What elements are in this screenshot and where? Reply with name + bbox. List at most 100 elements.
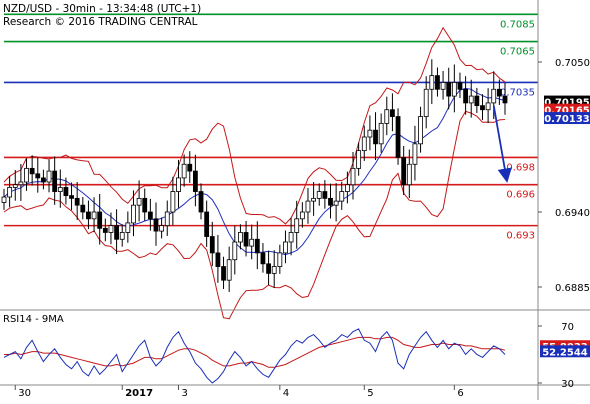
candle-body [29,167,35,175]
candle-body [249,238,255,247]
candle-body [451,82,457,97]
candle-body [108,225,114,233]
candle-body [435,75,440,90]
candle-body [502,95,508,104]
candle-body [457,82,463,90]
candle-body [480,105,485,111]
candle-body [119,232,125,240]
candle-body [41,177,46,183]
candle-body [114,225,119,240]
candle-body [7,187,13,198]
level-label-support-3: 0.693 [506,231,535,242]
price-tag-bg-blue [544,112,590,125]
candle-body [80,204,86,213]
candle-body [164,211,170,227]
candle-body [350,167,356,186]
candle-body [204,211,210,237]
candle-body [102,227,108,233]
candle-body [125,222,131,233]
candle-body [339,191,345,202]
x-tick-label: 6 [457,388,463,399]
candle-body [1,196,7,203]
candle-body [136,197,142,206]
candle-body [491,88,497,104]
rsi-ma-line [4,336,506,368]
candle-body [266,263,271,274]
x-tick-label: 5 [367,388,373,399]
candle-body [153,218,159,232]
candle-body [46,170,52,183]
candle-body [299,211,305,220]
candle-body [429,75,435,90]
price-tag-label-dark: 0.70195 [544,98,590,109]
candle-body [12,184,18,188]
level-layer: 0.7085 0.7065 0.7035 0.698 0.696 0.693 [4,13,538,242]
candle-body [91,211,97,220]
x-tick-label: 2017 [125,388,153,399]
rsi-tag-label-blue: 52.2544 [542,347,588,358]
candle-body [406,163,412,186]
candle-body [159,225,165,232]
x-tick-label: 30 [18,388,31,399]
candle-body [384,109,390,124]
candle-body [221,266,226,281]
rsi-panel-title: RSI14 - 9MA [3,314,64,325]
candle-body [361,136,367,152]
candle-body [401,157,407,186]
candle-body [367,129,373,138]
level-label-support-1: 0.698 [506,162,535,173]
chart-symbol-title: NZD/USD - 30min - 13:34:48 (UTC+1) [3,3,201,15]
y-tick-label: 0.6885 [555,283,590,294]
candle-body [97,211,103,229]
candle-body [378,122,384,145]
candle-body [474,95,480,107]
y-tick-label: 0.6940 [555,208,590,219]
candle-body [74,197,80,206]
candle-body [328,197,333,206]
candle-body [468,95,474,104]
candle-body [215,252,221,267]
candle-body [86,211,91,220]
candle-body [412,143,418,165]
price-tag-label-red: 0.70165 [544,106,590,117]
candle-body [238,232,243,243]
level-label-support-2: 0.696 [506,190,535,201]
candle-body [142,197,148,213]
candle-body [232,241,238,261]
candle-body [147,211,153,220]
x-tick-label: 4 [283,388,289,399]
candle-body [288,232,294,243]
candle-body [446,82,452,97]
candle-body [423,88,429,117]
rsi-line [3,328,506,384]
candle-body [209,236,215,254]
candle-body [277,252,283,267]
candle-body [69,195,74,199]
candle-body [254,238,260,254]
candle-body [192,170,198,192]
price-tag-label-blue: 0.70133 [544,114,590,125]
candle-body [395,116,401,158]
candle-body [226,259,232,281]
candle-body [463,88,468,104]
rsi-tag-bg-blue [540,345,590,358]
candle-body [485,102,491,111]
candle-body [311,197,317,202]
candle-body [390,109,395,117]
y-tick-label: 0.7050 [555,58,590,69]
candle-body [418,116,423,145]
candle-body [316,191,322,199]
candle-body [322,191,328,199]
candle-body [170,191,176,213]
arrow-layer [492,105,512,183]
forecast-arrow [492,105,512,183]
candle-body [305,200,311,213]
candle-body [198,191,204,213]
candle-body [356,150,362,169]
rsi-tick-label: 30 [561,379,574,390]
candle-body [271,266,277,274]
